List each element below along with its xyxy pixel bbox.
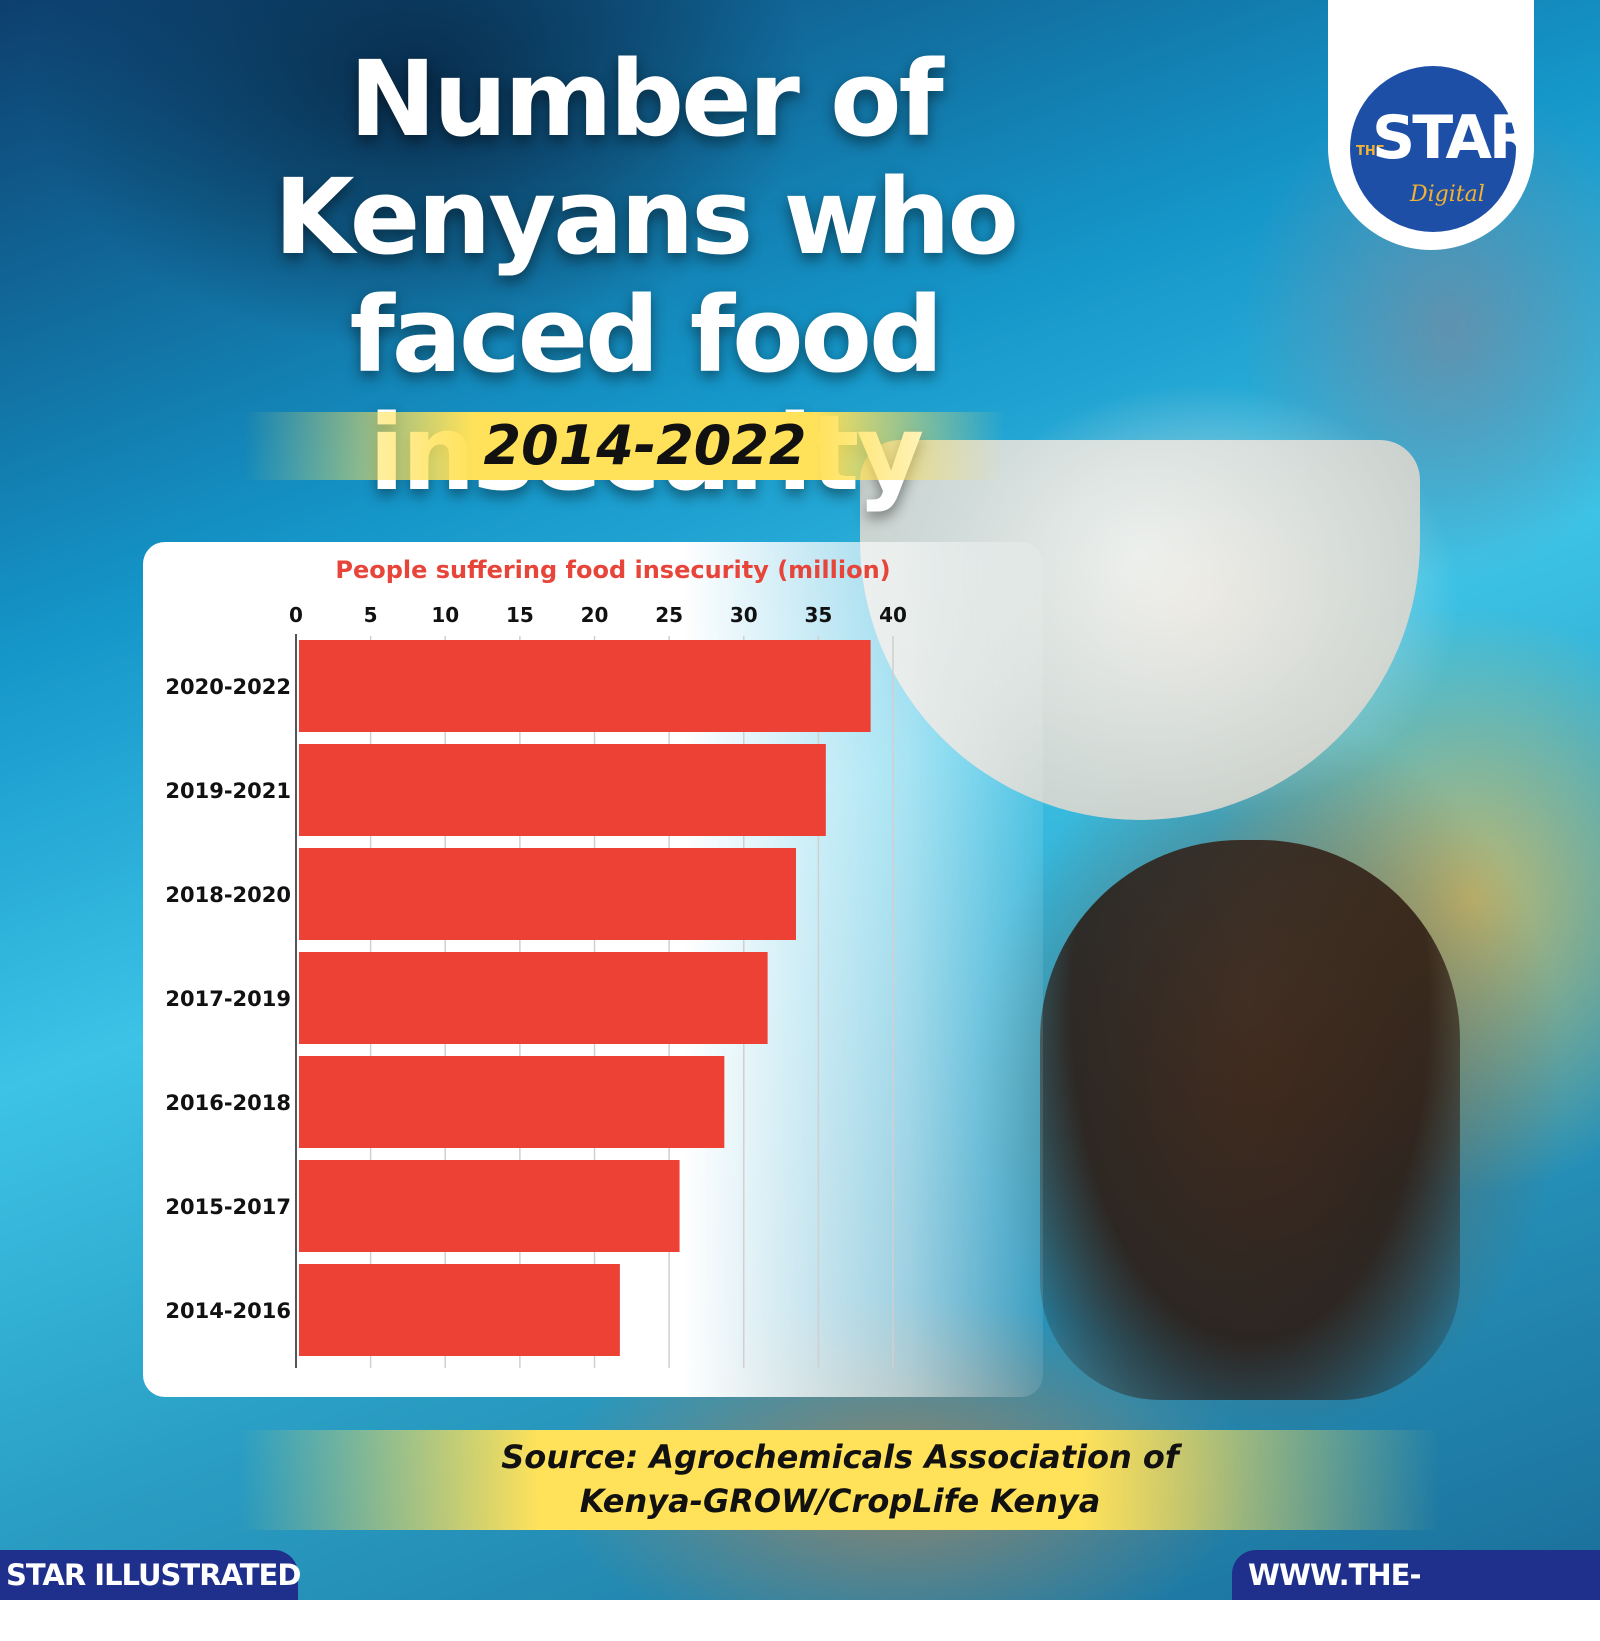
category-label: 2014-2016 <box>165 1299 291 1323</box>
bar <box>299 1056 725 1148</box>
x-tick-label: 40 <box>879 603 907 627</box>
x-tick-label: 30 <box>730 603 758 627</box>
footer-right-badge <box>1232 1550 1600 1600</box>
footer-brand-label: STAR ILLUSTRATED <box>6 1558 301 1592</box>
subtitle-band <box>245 412 1005 480</box>
category-label: 2019-2021 <box>165 779 291 803</box>
x-tick-label: 0 <box>289 603 303 627</box>
infographic-subtitle: 2014-2022 <box>483 414 807 477</box>
chart-title: People suffering food insecurity (millio… <box>335 556 890 584</box>
category-label: 2018-2020 <box>165 883 291 907</box>
logo-main-text: STAR <box>1372 103 1535 173</box>
source-band <box>240 1430 1440 1530</box>
category-labels: 2020-2022 2019-2021 2018-2020 2017-2019 2016… <box>165 675 291 1323</box>
bar <box>299 952 768 1044</box>
source-line-2: Kenya-GROW/CropLife Kenya <box>579 1482 1101 1520</box>
bar-chart: People suffering food insecurity (millio… <box>165 556 907 1368</box>
bar <box>299 1160 680 1252</box>
chart-card: People suffering food insecurity (millio… <box>143 542 1043 1397</box>
x-tick-label: 35 <box>804 603 832 627</box>
category-label: 2017-2019 <box>165 987 291 1011</box>
footer-left-badge <box>0 1550 298 1600</box>
bar <box>299 1264 620 1356</box>
x-tick-label: 20 <box>581 603 609 627</box>
category-label: 2016-2018 <box>165 1091 291 1115</box>
x-tick-label: 5 <box>364 603 378 627</box>
x-tick-label: 15 <box>506 603 534 627</box>
logo-sub-text: Digital <box>1410 182 1485 207</box>
footer-website-link[interactable]: WWW.THE-STAR.CO.KE <box>1248 1558 1432 1636</box>
x-axis-ticks: 0 5 10 15 20 25 30 35 40 <box>289 603 907 627</box>
bar <box>299 744 826 836</box>
logo-small-text: THE <box>1356 144 1385 159</box>
category-label: 2020-2022 <box>165 675 291 699</box>
x-tick-label: 25 <box>655 603 683 627</box>
bar <box>299 848 796 940</box>
bar <box>299 640 871 732</box>
photo-child <box>1040 840 1460 1400</box>
star-logo <box>1350 66 1516 232</box>
bars <box>299 640 871 1356</box>
source-line-1: Source: Agrochemicals Association of <box>501 1438 1179 1476</box>
category-label: 2015-2017 <box>165 1195 291 1219</box>
x-tick-label: 10 <box>431 603 459 627</box>
